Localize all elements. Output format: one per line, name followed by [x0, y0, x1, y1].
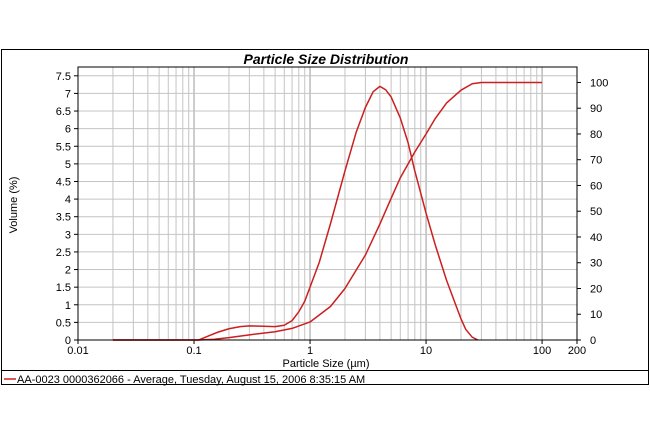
right-axis-ticks: 0 10 20 30 40 50 60 70 80 90 100 [577, 77, 608, 347]
grid [77, 67, 578, 341]
x-tick-label: 200 [568, 345, 586, 357]
y-tick-label: 7.5 [56, 71, 71, 83]
x-tick-label: 10 [420, 345, 432, 357]
x-tick-label: 0.1 [186, 345, 201, 357]
y2-tick-label: 0 [590, 335, 596, 347]
series-line-volume [112, 85, 479, 341]
series-layer [112, 81, 543, 341]
x-tick-label: 100 [533, 345, 551, 357]
series-line-cumulative [112, 81, 543, 341]
y-tick-label: 0.5 [56, 317, 71, 329]
y-tick-label: 2 [65, 265, 71, 277]
left-axis-ticks: 0 0.5 1 1.5 2 2.5 3 3.5 4 4.5 5 5.5 6 6.5 7 7.5 [56, 71, 78, 347]
y-tick-label: 1.5 [56, 282, 71, 294]
x-axis-label: Particle Size (µm) [282, 358, 369, 370]
x-tick-label: 1 [307, 345, 313, 357]
y2-tick-label: 30 [590, 258, 602, 270]
y-tick-label: 4.5 [56, 176, 71, 188]
y2-tick-label: 10 [590, 309, 602, 321]
y2-tick-label: 100 [590, 77, 608, 89]
y-tick-label: 2.5 [56, 247, 71, 259]
y-tick-label: 5 [65, 159, 71, 171]
y2-tick-label: 50 [590, 206, 602, 218]
y2-tick-label: 60 [590, 180, 602, 192]
y-tick-label: 0 [65, 335, 71, 347]
y2-tick-label: 70 [590, 155, 602, 167]
legend-entry: AA-0023 0000362066 - Average, Tuesday, A… [17, 374, 365, 386]
y2-tick-label: 40 [590, 232, 602, 244]
y-tick-label: 3 [65, 229, 71, 241]
y2-tick-label: 20 [590, 283, 602, 295]
y-tick-label: 6.5 [56, 106, 71, 118]
plot-area-border [77, 66, 578, 341]
y-tick-label: 3.5 [56, 212, 71, 224]
y-tick-label: 4 [65, 194, 71, 206]
x-tick-label: 0.01 [67, 345, 88, 357]
y-tick-label: 1 [65, 300, 71, 312]
y-tick-label: 6 [65, 124, 71, 136]
y-axis-label: Volume (%) [8, 177, 20, 234]
x-axis-ticks: 0.01 0.1 1 10 100 200 [67, 340, 586, 357]
y-tick-label: 7 [65, 88, 71, 100]
y2-tick-label: 90 [590, 103, 602, 115]
y2-tick-label: 80 [590, 129, 602, 141]
chart-title: Particle Size Distribution [244, 51, 409, 67]
y-tick-label: 5.5 [56, 141, 71, 153]
